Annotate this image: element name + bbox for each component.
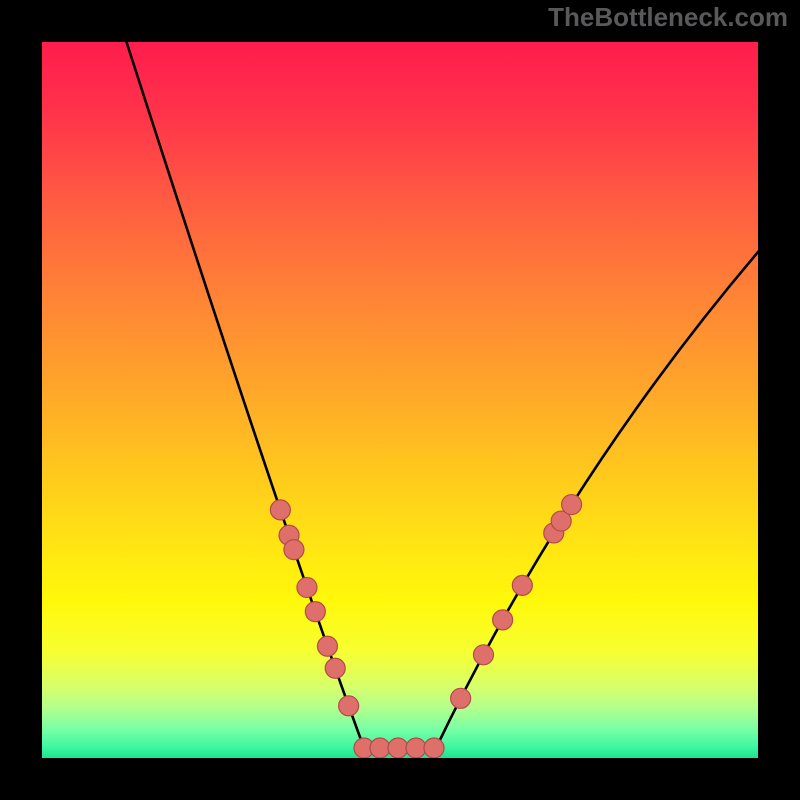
data-marker — [305, 602, 325, 622]
data-marker — [493, 610, 513, 630]
watermark-text: TheBottleneck.com — [0, 2, 800, 33]
data-marker — [562, 495, 582, 515]
plot-background — [42, 42, 758, 758]
data-marker — [388, 738, 408, 758]
data-marker — [473, 645, 493, 665]
data-marker — [297, 577, 317, 597]
data-marker — [339, 696, 359, 716]
data-marker — [325, 658, 345, 678]
data-marker — [370, 738, 390, 758]
data-marker — [317, 636, 337, 656]
data-marker — [406, 738, 426, 758]
data-marker — [512, 575, 532, 595]
data-marker — [451, 688, 471, 708]
data-marker — [424, 738, 444, 758]
data-marker — [270, 500, 290, 520]
data-marker — [284, 540, 304, 560]
